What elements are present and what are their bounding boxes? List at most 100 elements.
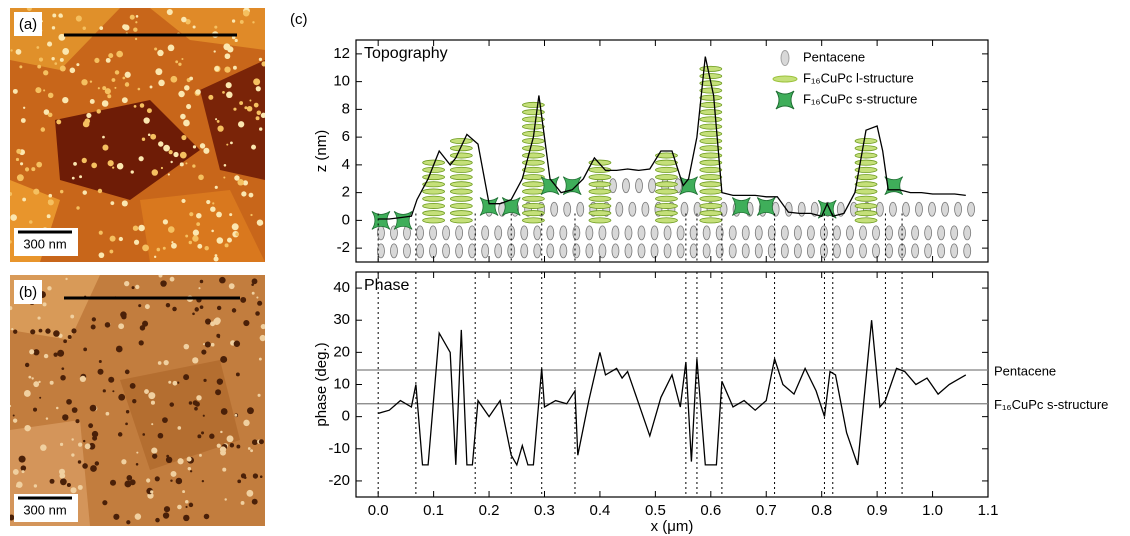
image-speckle — [247, 407, 254, 415]
l-structure-icon — [449, 188, 473, 195]
image-speckle — [196, 222, 201, 227]
image-speckle — [104, 322, 111, 328]
x-tick-label: 0.8 — [811, 502, 832, 519]
l-structure-icon — [655, 174, 678, 181]
l-structure-icon — [854, 145, 878, 152]
image-speckle — [118, 323, 125, 330]
image-speckle — [163, 144, 170, 152]
legend-icon — [772, 75, 798, 83]
pentacene-icon — [898, 243, 906, 259]
image-speckle — [256, 296, 259, 299]
image-speckle — [144, 389, 149, 394]
image-speckle — [215, 118, 218, 121]
image-speckle — [81, 79, 88, 86]
pentacene-icon — [872, 225, 880, 241]
l-structure-icon — [522, 152, 545, 159]
image-speckle — [105, 411, 110, 416]
image-speckle — [135, 284, 140, 290]
pentacene-icon — [902, 201, 910, 217]
s-structure-icon — [540, 176, 560, 196]
image-speckle — [114, 70, 120, 75]
image-speckle — [187, 466, 192, 471]
image-speckle — [222, 467, 227, 472]
image-speckle — [199, 143, 206, 149]
image-speckle — [135, 21, 138, 24]
image-speckle — [62, 414, 69, 421]
image-speckle — [131, 286, 135, 290]
pentacene-icon — [820, 243, 828, 259]
pentacene-icon — [924, 243, 933, 259]
image-speckle — [61, 367, 65, 371]
image-speckle — [185, 505, 188, 509]
y-tick-label: 0 — [342, 211, 350, 228]
image-speckle — [89, 80, 93, 83]
image-speckle — [237, 479, 242, 484]
image-speckle — [162, 219, 169, 225]
image-speckle — [92, 435, 98, 441]
y-tick-label: 40 — [333, 279, 350, 296]
image-speckle — [178, 62, 182, 66]
l-structure-icon — [854, 195, 878, 202]
y-tick-label: -2 — [337, 239, 350, 256]
image-speckle — [53, 352, 58, 357]
image-speckle — [124, 71, 131, 78]
image-speckle — [183, 374, 190, 381]
image-speckle — [261, 61, 265, 67]
image-speckle — [175, 477, 183, 485]
image-speckle — [192, 25, 196, 29]
image-speckle — [35, 87, 42, 94]
image-speckle — [51, 57, 55, 61]
image-speckle — [206, 199, 211, 205]
image-speckle — [251, 278, 258, 285]
pentacene-icon — [611, 243, 620, 259]
image-speckle — [51, 26, 56, 30]
image-speckle — [198, 287, 201, 290]
pentacene-icon — [836, 201, 845, 217]
l-structure-icon — [588, 159, 612, 166]
pentacene-icon — [793, 243, 802, 259]
l-structure-icon — [449, 181, 473, 188]
pentacene-icon — [442, 243, 450, 259]
image-speckle — [188, 240, 193, 245]
image-speckle — [253, 102, 259, 108]
image-speckle — [77, 484, 83, 490]
l-structure-icon — [655, 202, 678, 209]
pentacene-icon — [648, 178, 656, 194]
y-tick-label: 4 — [342, 156, 350, 173]
image-speckle — [36, 46, 40, 49]
image-speckle — [177, 426, 182, 430]
image-speckle — [132, 225, 139, 231]
image-speckle — [214, 66, 220, 72]
image-speckle — [60, 14, 63, 18]
image-speckle — [231, 35, 236, 40]
pentacene-icon — [429, 225, 437, 241]
image-speckle — [118, 236, 123, 242]
pentacene-icon — [637, 243, 646, 259]
image-speckle — [199, 279, 204, 284]
image-speckle — [173, 151, 179, 158]
image-speckle — [151, 447, 158, 454]
image-speckle — [170, 479, 173, 482]
image-speckle — [89, 99, 95, 104]
y-tick-label: 2 — [342, 184, 350, 201]
l-structure-icon — [854, 210, 878, 217]
image-speckle — [217, 336, 220, 339]
pentacene-icon — [622, 178, 630, 194]
image-speckle — [249, 99, 252, 102]
pentacene-icon — [676, 225, 685, 241]
pentacene-icon — [628, 201, 637, 217]
image-speckle — [226, 435, 234, 443]
image-speckle — [196, 395, 202, 401]
image-speckle — [208, 94, 214, 100]
image-speckle — [15, 157, 20, 162]
x-tick-label: 0.3 — [534, 502, 555, 519]
image-speckle — [168, 380, 172, 384]
l-structure-icon — [655, 181, 678, 188]
image-speckle — [203, 378, 207, 382]
image-speckle — [88, 423, 94, 429]
l-structure-icon — [699, 130, 723, 137]
legend-icon — [775, 90, 795, 110]
pentacene-icon — [481, 225, 490, 241]
